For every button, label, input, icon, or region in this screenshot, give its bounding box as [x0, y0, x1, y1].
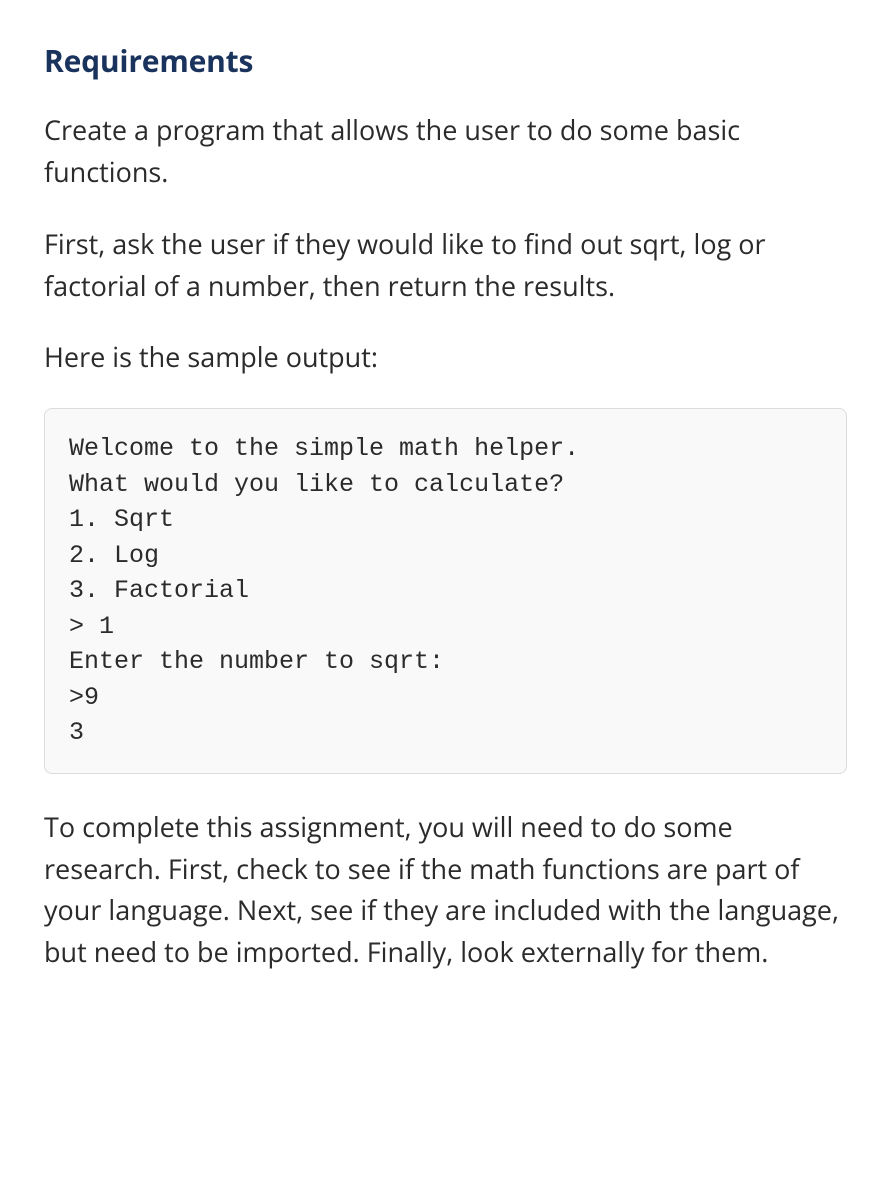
sample-output-code: Welcome to the simple math helper. What …	[44, 408, 847, 774]
intro-paragraph-2: First, ask the user if they would like t…	[44, 223, 847, 307]
intro-paragraph-1: Create a program that allows the user to…	[44, 109, 847, 193]
sample-output-label: Here is the sample output:	[44, 336, 847, 378]
closing-paragraph: To complete this assignment, you will ne…	[44, 806, 847, 973]
requirements-heading: Requirements	[44, 40, 847, 81]
